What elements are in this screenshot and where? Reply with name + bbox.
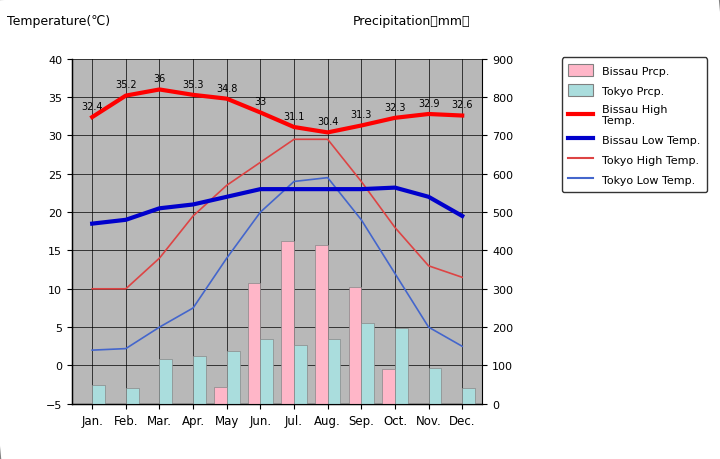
Bar [315,245,328,404]
Text: Temperature(℃): Temperature(℃) [7,15,110,28]
Bar [328,340,341,404]
Bar [361,324,374,404]
Text: 32.3: 32.3 [384,102,405,112]
Bar [261,340,273,404]
Text: 30.4: 30.4 [317,117,338,127]
Text: 33: 33 [254,97,266,107]
Text: 32.9: 32.9 [418,99,439,109]
Legend: Bissau Prcp., Tokyo Prcp., Bissau High
Temp., Bissau Low Temp., Tokyo High Temp.: Bissau Prcp., Tokyo Prcp., Bissau High T… [562,58,707,192]
Bar [382,369,395,404]
Bar [282,241,294,404]
Bar [294,345,307,404]
Text: 35.2: 35.2 [115,80,137,90]
Text: 34.8: 34.8 [216,84,238,93]
Bar [227,351,240,404]
Bar [193,356,206,404]
Bar [92,386,105,404]
Text: 32.4: 32.4 [81,102,103,112]
Bar [348,287,361,404]
Text: Precipitation（mm）: Precipitation（mm） [353,15,470,28]
Bar [126,389,139,404]
Text: 31.1: 31.1 [284,112,305,122]
Bar [395,328,408,404]
Text: 35.3: 35.3 [182,79,204,90]
Bar [248,283,261,404]
Bar [214,386,227,404]
Bar [159,359,172,404]
Bar [462,389,475,404]
Bar [428,368,441,404]
Text: 31.3: 31.3 [351,110,372,120]
Text: 36: 36 [153,74,166,84]
Text: 32.6: 32.6 [451,100,473,110]
